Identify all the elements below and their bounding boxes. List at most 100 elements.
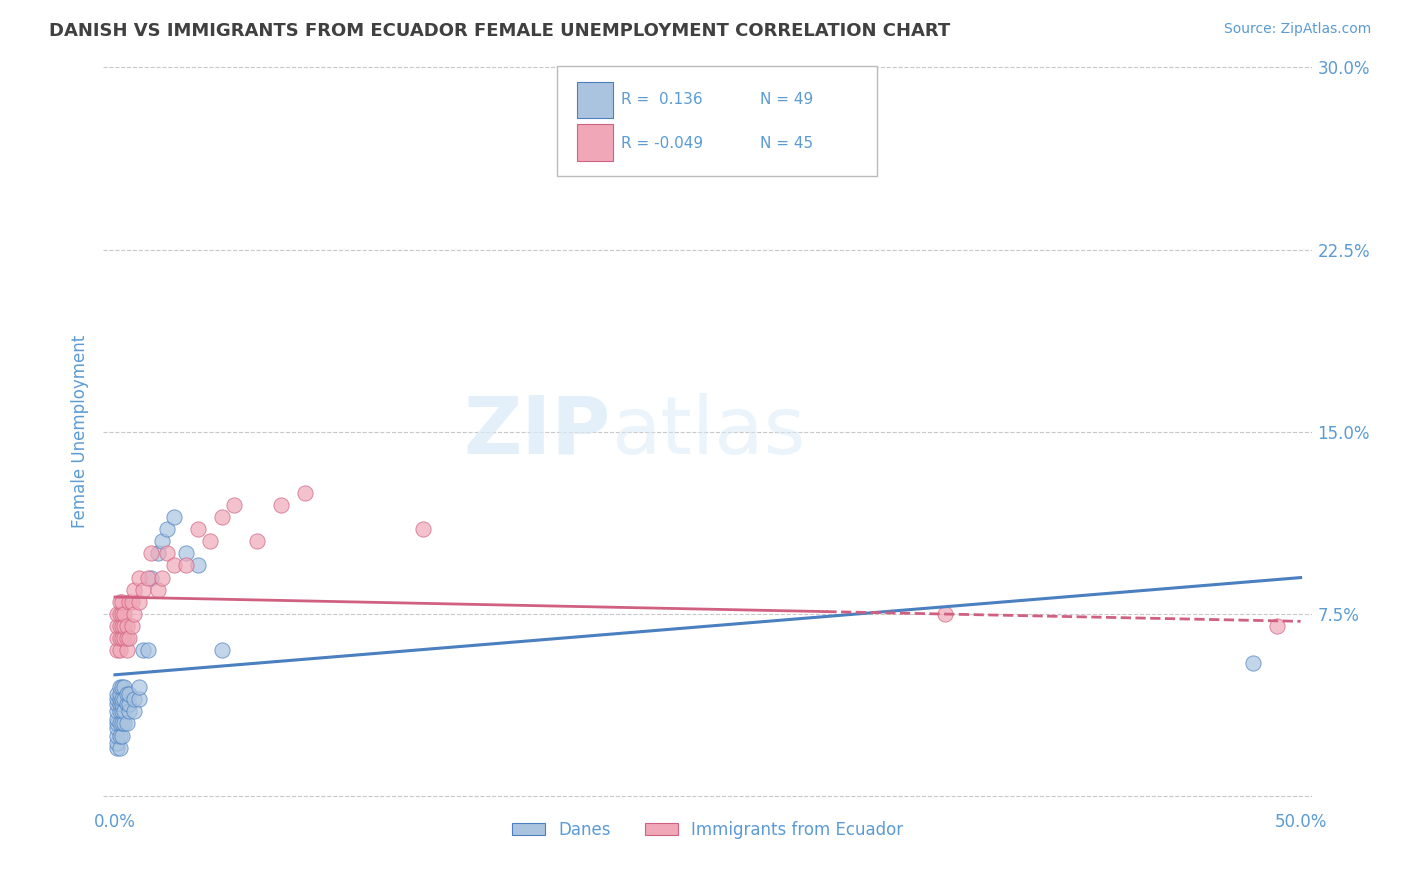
Point	[934, 607, 956, 621]
Text: atlas: atlas	[612, 392, 806, 471]
Point	[132, 582, 155, 597]
Point	[115, 697, 138, 711]
Point	[187, 522, 209, 536]
Point	[163, 509, 186, 524]
Point	[111, 607, 134, 621]
Point	[270, 498, 292, 512]
Text: R =  0.136: R = 0.136	[620, 92, 703, 107]
Point	[111, 697, 134, 711]
Point	[152, 534, 174, 549]
Point	[114, 692, 136, 706]
Point	[114, 716, 136, 731]
Point	[111, 619, 134, 633]
Point	[174, 558, 197, 573]
Bar	[578, 81, 613, 118]
Point	[105, 704, 128, 718]
Point	[211, 509, 233, 524]
Point	[105, 729, 128, 743]
Point	[111, 729, 134, 743]
Point	[121, 595, 143, 609]
Point	[294, 485, 316, 500]
Point	[118, 632, 141, 646]
Point	[115, 619, 138, 633]
FancyBboxPatch shape	[557, 66, 877, 176]
Point	[108, 632, 131, 646]
Point	[105, 687, 128, 701]
Point	[163, 558, 186, 573]
Bar	[578, 125, 613, 161]
Point	[105, 712, 128, 726]
Point	[108, 619, 131, 633]
Point	[132, 643, 155, 657]
Point	[246, 534, 269, 549]
Point	[111, 632, 134, 646]
Point	[118, 687, 141, 701]
Point	[111, 704, 134, 718]
Text: N = 49: N = 49	[759, 92, 813, 107]
Point	[1241, 656, 1264, 670]
Point	[105, 632, 128, 646]
Point	[114, 704, 136, 718]
Point	[114, 680, 136, 694]
Text: N = 45: N = 45	[759, 136, 813, 151]
Point	[114, 607, 136, 621]
Point	[105, 716, 128, 731]
Point	[412, 522, 434, 536]
Legend: Danes, Immigrants from Ecuador: Danes, Immigrants from Ecuador	[506, 814, 910, 846]
Point	[156, 522, 179, 536]
Point	[108, 687, 131, 701]
Point	[136, 643, 159, 657]
Point	[198, 534, 221, 549]
Point	[152, 571, 174, 585]
Point	[222, 498, 245, 512]
Point	[108, 607, 131, 621]
Point	[121, 619, 143, 633]
Point	[114, 632, 136, 646]
Point	[115, 716, 138, 731]
Point	[118, 697, 141, 711]
Point	[105, 643, 128, 657]
Text: Source: ZipAtlas.com: Source: ZipAtlas.com	[1223, 22, 1371, 37]
Point	[115, 632, 138, 646]
Point	[128, 680, 150, 694]
Point	[139, 546, 162, 560]
Point	[108, 740, 131, 755]
Point	[1265, 619, 1288, 633]
Point	[122, 704, 145, 718]
Point	[156, 546, 179, 560]
Point	[146, 582, 169, 597]
Point	[108, 729, 131, 743]
Point	[187, 558, 209, 573]
Point	[118, 595, 141, 609]
Point	[122, 607, 145, 621]
Point	[114, 619, 136, 633]
Point	[111, 716, 134, 731]
Point	[108, 697, 131, 711]
Point	[108, 704, 131, 718]
Point	[105, 721, 128, 735]
Point	[105, 692, 128, 706]
Point	[105, 736, 128, 750]
Point	[122, 692, 145, 706]
Point	[108, 595, 131, 609]
Y-axis label: Female Unemployment: Female Unemployment	[72, 335, 89, 528]
Point	[128, 595, 150, 609]
Point	[174, 546, 197, 560]
Point	[111, 692, 134, 706]
Point	[128, 571, 150, 585]
Point	[211, 643, 233, 657]
Point	[139, 571, 162, 585]
Point	[122, 582, 145, 597]
Point	[111, 595, 134, 609]
Point	[115, 687, 138, 701]
Point	[146, 546, 169, 560]
Point	[105, 619, 128, 633]
Point	[111, 680, 134, 694]
Point	[105, 740, 128, 755]
Text: DANISH VS IMMIGRANTS FROM ECUADOR FEMALE UNEMPLOYMENT CORRELATION CHART: DANISH VS IMMIGRANTS FROM ECUADOR FEMALE…	[49, 22, 950, 40]
Point	[136, 571, 159, 585]
Point	[105, 607, 128, 621]
Point	[108, 692, 131, 706]
Text: ZIP: ZIP	[464, 392, 612, 471]
Point	[105, 697, 128, 711]
